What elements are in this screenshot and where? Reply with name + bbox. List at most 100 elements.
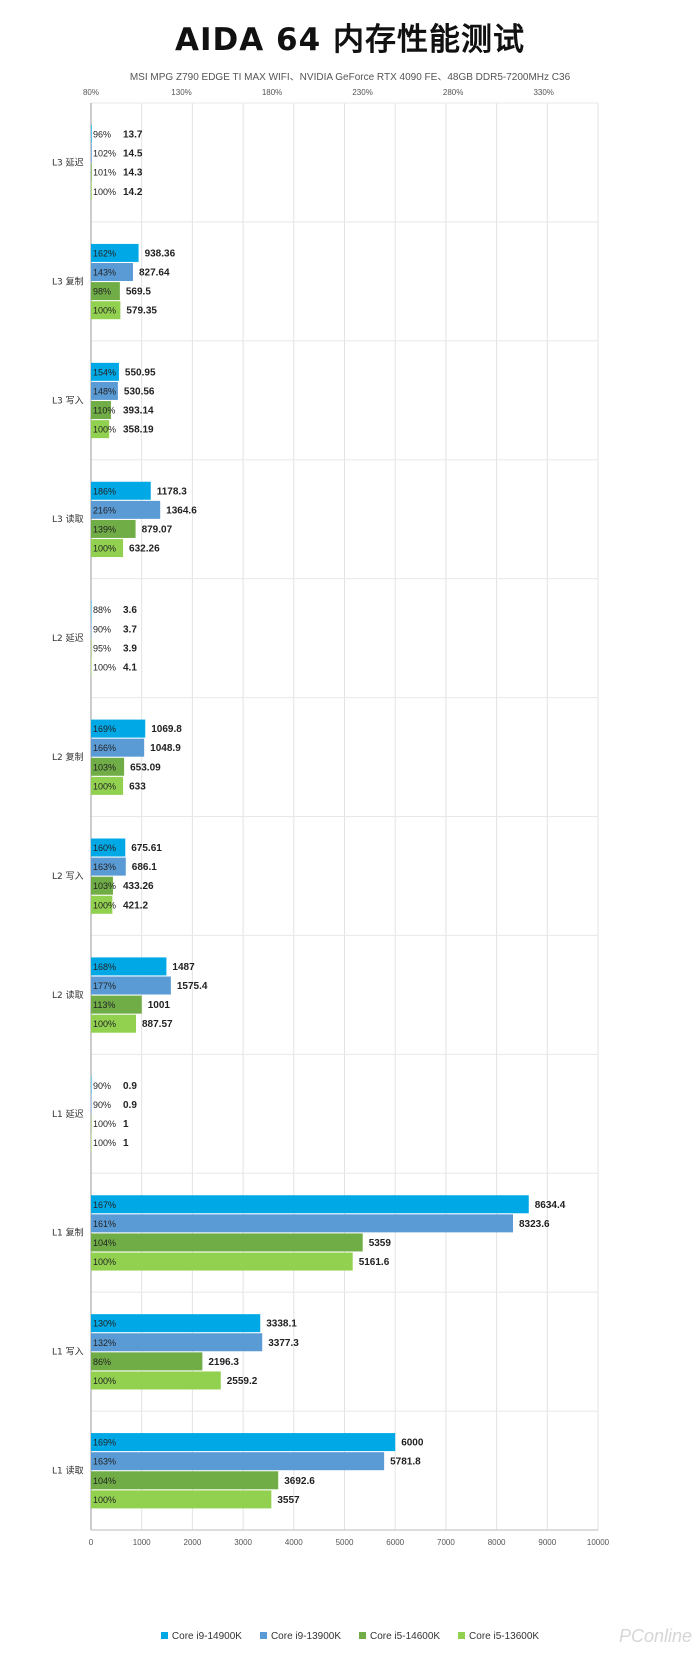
bar-percent-label: 216% xyxy=(93,505,116,515)
bar-percent-label: 100% xyxy=(93,1019,116,1029)
bar-value-label: 433.26 xyxy=(123,881,154,892)
bar-value-label: 3.6 xyxy=(123,605,137,616)
bar-percent-label: 98% xyxy=(93,287,111,297)
bar-value-label: 633 xyxy=(129,781,146,792)
x-tick-label: 7000 xyxy=(437,1538,455,1547)
bar-value-label: 3.9 xyxy=(123,643,137,654)
bar-percent-label: 88% xyxy=(93,605,111,615)
bar-percent-label: 166% xyxy=(93,743,116,753)
bar xyxy=(91,144,92,163)
top-tick-label: 80% xyxy=(83,88,99,97)
bar-percent-label: 100% xyxy=(93,662,116,672)
bar xyxy=(91,182,92,201)
bar xyxy=(91,381,118,400)
top-tick-label: 230% xyxy=(352,88,372,97)
x-tick-label: 2000 xyxy=(184,1538,202,1547)
bar-percent-label: 169% xyxy=(93,1438,116,1448)
bar-value-label: 827.64 xyxy=(139,268,170,279)
bar xyxy=(91,1095,92,1114)
legend-item: Core i9-14900K xyxy=(160,1631,242,1642)
bar-value-label: 3692.6 xyxy=(284,1476,315,1487)
bar-value-label: 393.14 xyxy=(123,406,154,417)
bar-value-label: 2559.2 xyxy=(227,1376,258,1387)
bar xyxy=(91,500,161,519)
bar-percent-label: 143% xyxy=(93,268,116,278)
category-label: L1 写入 xyxy=(52,1347,84,1358)
category-label: L1 延迟 xyxy=(52,1108,84,1120)
bar xyxy=(91,125,92,143)
bar-value-label: 3557 xyxy=(277,1495,300,1506)
bar-value-label: 5781.8 xyxy=(390,1457,421,1468)
legend: Core i9-14900K Core i9-13900K Core i5-1460… xyxy=(0,1631,700,1642)
x-tick-label: 0 xyxy=(89,1538,94,1547)
bar-percent-label: 186% xyxy=(93,486,116,496)
bar xyxy=(91,420,110,439)
bar-value-label: 1487 xyxy=(172,962,195,973)
bar-value-label: 13.7 xyxy=(123,130,143,141)
bar-value-label: 0.9 xyxy=(123,1081,137,1092)
bar xyxy=(91,282,120,301)
bar-value-label: 2196.3 xyxy=(208,1357,239,1368)
bar-percent-label: 102% xyxy=(93,149,116,159)
legend-item: Core i9-13900K xyxy=(259,1631,341,1642)
bar-percent-label: 96% xyxy=(93,130,111,140)
bar-value-label: 1 xyxy=(123,1119,129,1130)
bar-percent-label: 168% xyxy=(93,962,116,972)
chart-subtitle: MSI MPG Z790 EDGE TI MAX WIFI、NVIDIA GeF… xyxy=(129,72,571,83)
bar-percent-label: 110% xyxy=(93,406,115,416)
x-tick-label: 8000 xyxy=(488,1538,506,1547)
category-label: L3 延迟 xyxy=(52,156,84,168)
bar-percent-label: 100% xyxy=(93,1119,116,1129)
bar xyxy=(91,1114,92,1133)
bar xyxy=(91,1471,279,1490)
bar-value-label: 579.35 xyxy=(126,306,157,317)
bar-percent-label: 100% xyxy=(93,187,116,197)
bar-percent-label: 100% xyxy=(93,1376,116,1386)
bar xyxy=(91,838,126,857)
legend-swatch xyxy=(160,1632,168,1639)
bar-percent-label: 100% xyxy=(93,900,116,910)
bar xyxy=(91,976,171,995)
bar xyxy=(91,995,142,1014)
bar xyxy=(91,657,92,676)
legend-label: Core i9-14900K xyxy=(171,1631,242,1642)
bar xyxy=(91,876,113,895)
bar-value-label: 1048.9 xyxy=(150,743,181,754)
chart-title: AIDA 64 内存性能测试 xyxy=(175,22,525,58)
bar-value-label: 6000 xyxy=(401,1438,424,1449)
bar-percent-label: 100% xyxy=(93,781,116,791)
bar-percent-label: 163% xyxy=(93,1457,116,1467)
bar xyxy=(91,1233,363,1252)
bar-value-label: 879.07 xyxy=(142,524,173,535)
bar-value-label: 632.26 xyxy=(129,544,160,555)
bar xyxy=(91,1014,136,1033)
bar xyxy=(91,401,111,420)
bar-value-label: 358.19 xyxy=(123,425,154,436)
bar-value-label: 3338.1 xyxy=(266,1319,297,1330)
bar-value-label: 550.95 xyxy=(125,367,156,378)
bar-value-label: 4.1 xyxy=(123,662,137,673)
bar xyxy=(91,600,92,619)
bar xyxy=(91,1452,385,1471)
bar-percent-label: 101% xyxy=(93,168,116,178)
bar-percent-label: 104% xyxy=(93,1476,116,1486)
bar-percent-label: 100% xyxy=(93,306,116,316)
bar-value-label: 675.61 xyxy=(131,843,162,854)
bar xyxy=(91,619,92,638)
category-label: L1 读取 xyxy=(52,1465,84,1477)
bar-value-label: 421.2 xyxy=(123,900,148,911)
x-tick-label: 9000 xyxy=(538,1538,556,1547)
bar-percent-label: 177% xyxy=(93,981,116,991)
bar xyxy=(91,163,92,182)
category-label: L2 延迟 xyxy=(52,632,84,644)
legend-label: Core i5-14600K xyxy=(370,1631,441,1642)
bar xyxy=(91,719,146,738)
bar xyxy=(91,519,136,538)
category-label: L2 读取 xyxy=(52,989,84,1001)
bar xyxy=(91,895,113,914)
legend-item: Core i5-13600K xyxy=(458,1631,539,1642)
bar xyxy=(91,1252,353,1271)
x-tick-label: 3000 xyxy=(234,1538,252,1547)
bar-percent-label: 167% xyxy=(93,1200,116,1210)
